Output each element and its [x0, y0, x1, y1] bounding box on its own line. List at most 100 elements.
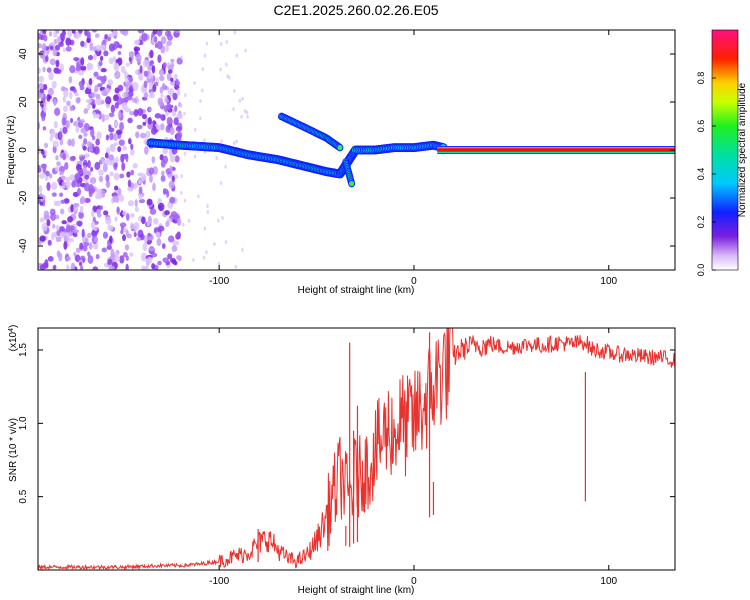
- noise-blob: [58, 42, 64, 47]
- noise-blob: [93, 226, 98, 232]
- noise-blob: [64, 162, 69, 170]
- noise-blob: [78, 134, 83, 139]
- noise-blob: [137, 108, 144, 116]
- noise-blob: [113, 132, 119, 142]
- noise-blob: [75, 97, 81, 104]
- noise-blob: [158, 100, 164, 107]
- noise-blob: [205, 250, 208, 255]
- noise-blob: [38, 75, 45, 83]
- noise-blob: [73, 202, 80, 208]
- noise-blob: [51, 192, 57, 197]
- noise-blob: [160, 114, 166, 121]
- noise-blob: [46, 219, 51, 227]
- noise-blob: [85, 98, 93, 104]
- noise-blob: [146, 256, 153, 264]
- noise-blob: [103, 50, 109, 57]
- noise-blob: [68, 237, 74, 243]
- noise-blob: [166, 116, 173, 126]
- noise-blob: [136, 236, 142, 242]
- noise-blob: [89, 42, 94, 52]
- noise-blob: [109, 171, 114, 177]
- noise-blob: [110, 248, 115, 258]
- noise-blob: [55, 30, 60, 34]
- noise-blob: [51, 80, 57, 89]
- noise-blob: [147, 61, 154, 67]
- noise-blob: [64, 177, 71, 182]
- noise-blob: [157, 54, 162, 63]
- noise-blob: [217, 218, 220, 223]
- snr-scale-label: (x104): [8, 325, 20, 352]
- noise-blob: [67, 216, 74, 223]
- noise-blob: [121, 102, 128, 111]
- noise-blob: [124, 244, 130, 251]
- noise-blob: [203, 226, 207, 231]
- snr-x-axis-label: Height of straight line (km): [298, 585, 415, 596]
- noise-blob: [166, 102, 171, 111]
- noise-blob: [165, 220, 170, 228]
- noise-blob: [193, 154, 197, 159]
- noise-blob: [115, 129, 123, 135]
- noise-blob: [78, 70, 84, 76]
- noise-blob: [123, 71, 128, 76]
- noise-blob: [100, 76, 106, 85]
- noise-blob: [69, 174, 76, 181]
- noise-blob: [88, 146, 93, 153]
- noise-blob: [49, 58, 57, 66]
- noise-blob: [165, 44, 169, 53]
- noise-blob: [143, 80, 148, 89]
- noise-blob: [105, 174, 110, 182]
- noise-blob: [88, 183, 94, 193]
- noise-blob: [80, 265, 84, 270]
- noise-blob: [61, 181, 67, 186]
- noise-blob: [169, 153, 176, 163]
- noise-blob: [241, 96, 244, 101]
- noise-blob: [60, 32, 65, 42]
- noise-blob: [63, 198, 70, 204]
- noise-blob: [130, 149, 135, 156]
- noise-blob: [151, 252, 158, 258]
- noise-blob: [66, 100, 71, 107]
- noise-blob: [172, 92, 178, 101]
- noise-blob: [44, 149, 48, 156]
- noise-blob: [108, 265, 115, 270]
- noise-blob: [241, 247, 244, 252]
- noise-blob: [42, 126, 47, 131]
- noise-blob: [129, 111, 135, 116]
- noise-blob: [83, 241, 90, 247]
- noise-blob: [125, 213, 130, 221]
- noise-blob: [94, 84, 99, 93]
- noise-blob: [70, 204, 74, 213]
- noise-blob: [127, 200, 135, 207]
- noise-blob: [51, 182, 58, 190]
- noise-blob: [87, 141, 92, 148]
- snr-y-axis-label: SNR (10 * v/v): [8, 418, 19, 482]
- noise-blob: [44, 142, 49, 148]
- noise-blob: [70, 117, 74, 124]
- noise-blob: [141, 113, 147, 120]
- noise-blob: [114, 185, 119, 191]
- spectrogram-y-tick-label: 0: [18, 147, 29, 153]
- colorbar-tick-label: 0.0: [696, 264, 706, 277]
- noise-blob: [160, 175, 166, 182]
- colorbar-tick-label: 0.8: [696, 72, 706, 85]
- noise-blob: [203, 138, 206, 143]
- noise-blob: [45, 54, 49, 63]
- noise-blob: [59, 208, 65, 215]
- noise-blob: [121, 162, 126, 171]
- noise-blob: [153, 82, 159, 87]
- noise-blob: [225, 39, 228, 44]
- noise-blob: [75, 126, 80, 133]
- noise-blob: [167, 253, 173, 260]
- noise-blob: [119, 173, 125, 179]
- snr-y-tick-label: 1.5: [18, 343, 29, 357]
- noise-blob: [55, 166, 60, 172]
- noise-blob: [73, 57, 79, 62]
- noise-blob: [52, 223, 56, 229]
- noise-blob: [174, 30, 181, 33]
- noise-blob: [90, 166, 94, 172]
- noise-blob: [109, 143, 116, 153]
- noise-blob: [161, 243, 166, 249]
- noise-blob: [89, 177, 97, 184]
- noise-blob: [87, 255, 94, 264]
- noise-blob: [98, 169, 104, 176]
